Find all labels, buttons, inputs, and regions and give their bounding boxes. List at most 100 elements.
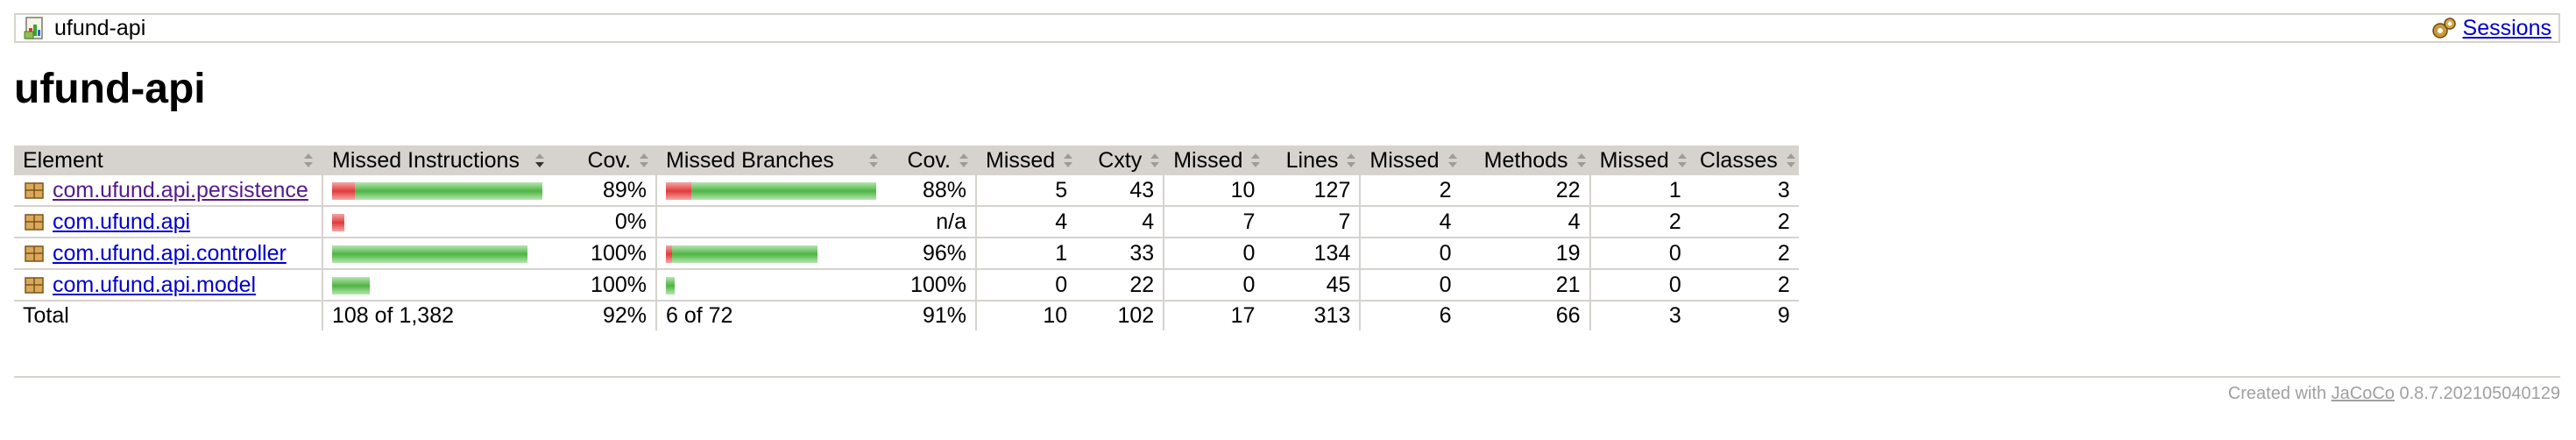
breadcrumb-right: Sessions: [2431, 15, 2551, 41]
session-icon: [2431, 16, 2458, 40]
row-element: com.ufund.api.persistence: [14, 175, 322, 207]
package-icon: [23, 273, 46, 296]
row-element: com.ufund.api.controller: [14, 238, 322, 270]
row-cxty: 4: [1076, 206, 1164, 238]
instructions-covered-segment: [332, 245, 527, 263]
header-cxty-label: Cxty: [1098, 147, 1143, 173]
header-cxty[interactable]: Cxty: [1076, 145, 1164, 175]
row-missed-lines: 7: [1163, 206, 1264, 238]
row-methods: 22: [1460, 175, 1590, 207]
row-branch-cov: 100%: [885, 269, 976, 302]
header-missed-methods-label: Missed: [1369, 147, 1440, 173]
total-missed-lines: 17: [1163, 300, 1264, 330]
header-missed-lines-label: Missed: [1173, 147, 1243, 173]
row-cxty: 43: [1076, 175, 1164, 207]
total-missed-classes: 3: [1589, 300, 1690, 330]
row-missed-cxty: 0: [974, 269, 1077, 302]
package-cell: com.ufund.api: [23, 209, 313, 235]
header-missed-cxty-label: Missed: [986, 147, 1056, 173]
header-lines[interactable]: Lines: [1263, 145, 1361, 175]
header-missed-branches[interactable]: Missed Branches: [655, 145, 885, 175]
header-cov-branches[interactable]: Cov.: [885, 145, 976, 175]
package-cell: com.ufund.api.persistence: [23, 177, 313, 203]
row-classes: 3: [1689, 175, 1799, 207]
total-missed-cxty: 10: [974, 300, 1077, 330]
header-missed-instructions[interactable]: Missed Instructions: [322, 145, 551, 175]
row-element: com.ufund.api: [14, 206, 322, 238]
row-lines: 134: [1263, 238, 1361, 270]
row-missed-classes: 0: [1589, 269, 1690, 302]
row-methods: 21: [1460, 269, 1590, 302]
row-missed-cxty: 1: [974, 238, 1077, 270]
total-instr-cov: 92%: [551, 300, 656, 330]
package-link[interactable]: com.ufund.api.model: [53, 273, 257, 297]
row-missed-cxty: 4: [974, 206, 1077, 238]
jacoco-link[interactable]: JaCoCo: [2331, 384, 2395, 403]
sort-icon: [302, 151, 315, 170]
header-missed-classes[interactable]: Missed: [1589, 145, 1690, 175]
header-methods-label: Methods: [1483, 147, 1568, 173]
total-cxty: 102: [1076, 300, 1164, 330]
row-cxty: 33: [1076, 238, 1164, 270]
header-missed-cxty[interactable]: Missed: [974, 145, 1077, 175]
instructions-bar: [332, 245, 527, 263]
total-missed-instructions: 108 of 1,382: [322, 300, 551, 330]
footer: Created with JaCoCo 0.8.7.202105040129: [2228, 382, 2560, 405]
total-methods: 66: [1460, 300, 1590, 330]
branches-covered-segment: [666, 276, 675, 295]
header-element[interactable]: Element: [14, 145, 322, 175]
header-classes-label: Classes: [1699, 147, 1778, 173]
row-missed-classes: 0: [1589, 238, 1690, 270]
total-missed-methods: 6: [1359, 300, 1461, 330]
sort-icon: [1249, 151, 1262, 170]
table-row: com.ufund.api.model 100% 100% 0 22 0 45 0 21 0 2: [14, 269, 1799, 302]
sort-icon: [867, 151, 880, 170]
header-missed-branches-label: Missed Branches: [666, 147, 834, 173]
header-missed-instructions-label: Missed Instructions: [332, 147, 520, 173]
header-classes[interactable]: Classes: [1689, 145, 1799, 175]
row-missed-methods: 4: [1359, 206, 1461, 238]
row-missed-instructions: [322, 206, 551, 238]
package-link[interactable]: com.ufund.api.persistence: [53, 178, 308, 202]
row-lines: 7: [1263, 206, 1361, 238]
package-icon: [23, 179, 46, 202]
package-icon: [23, 242, 46, 265]
row-missed-methods: 0: [1359, 269, 1461, 302]
branches-bar: [666, 276, 675, 295]
sort-down-icon: [534, 151, 546, 170]
header-missed-methods[interactable]: Missed: [1359, 145, 1461, 175]
branches-covered-segment: [691, 181, 876, 200]
breadcrumb-left: ufund-api: [23, 15, 145, 41]
row-missed-lines: 0: [1163, 238, 1264, 270]
row-branch-cov: 88%: [885, 175, 976, 207]
package-link[interactable]: com.ufund.api: [53, 209, 191, 234]
sessions-link[interactable]: Sessions: [2462, 16, 2551, 40]
footer-prefix: Created with: [2227, 384, 2327, 403]
package-cell: com.ufund.api.model: [23, 272, 313, 298]
row-branch-cov: n/a: [885, 206, 976, 238]
coverage-table: Element Missed Instructions Cov.: [14, 145, 1799, 330]
row-missed-branches: [655, 175, 885, 207]
header-cov-instructions[interactable]: Cov.: [551, 145, 656, 175]
row-missed-instructions: [322, 175, 551, 207]
header-methods[interactable]: Methods: [1460, 145, 1590, 175]
table-row: com.ufund.api 0% n/a 4 4 7 7 4 4 2 2: [14, 206, 1799, 238]
total-label: Total: [14, 300, 322, 330]
total-classes: 9: [1689, 300, 1799, 330]
row-classes: 2: [1689, 269, 1799, 302]
row-missed-methods: 0: [1359, 238, 1461, 270]
breadcrumb: ufund-api Sessions: [14, 13, 2560, 43]
package-icon: [23, 210, 46, 233]
sort-icon: [1447, 151, 1459, 170]
row-missed-branches: [655, 206, 885, 238]
total-lines: 313: [1263, 300, 1361, 330]
row-missed-classes: 1: [1589, 175, 1690, 207]
row-branch-cov: 96%: [885, 238, 976, 270]
table-header-row: Element Missed Instructions Cov.: [14, 145, 1799, 175]
package-link[interactable]: com.ufund.api.controller: [53, 241, 287, 266]
header-cov-instructions-label: Cov.: [587, 147, 631, 173]
total-branch-cov: 91%: [885, 300, 976, 330]
header-missed-lines[interactable]: Missed: [1163, 145, 1264, 175]
row-classes: 2: [1689, 238, 1799, 270]
